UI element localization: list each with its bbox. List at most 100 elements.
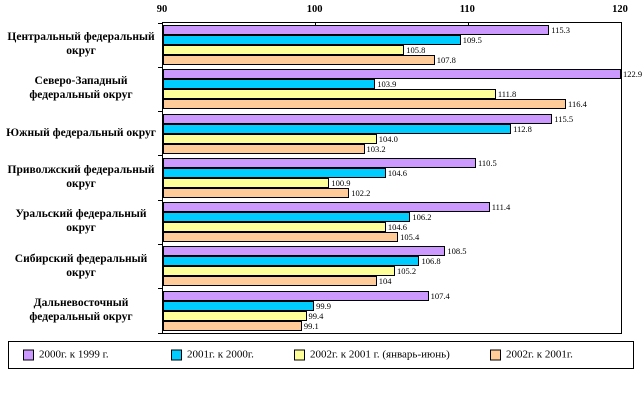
bar-value-label: 99.1 (303, 320, 319, 331)
bar-value-label: 104.6 (387, 167, 408, 178)
bar (163, 276, 377, 287)
category-tick-mark (158, 243, 163, 245)
bar-row: 111.4 (163, 202, 621, 213)
bar (163, 187, 350, 198)
bar-row: 106.8 (163, 256, 621, 267)
bar-value-label: 116.4 (568, 99, 587, 110)
bar (163, 232, 399, 243)
bar (163, 212, 411, 223)
bar (163, 133, 377, 144)
bar-row: 110.5 (163, 157, 621, 168)
bar-value-label: 109.5 (462, 35, 482, 45)
bar-row: 103.2 (163, 143, 621, 154)
bar-row: 104 (163, 276, 621, 287)
bar-row: 104.6 (163, 167, 621, 178)
x-axis: 90 100 110 120 (157, 3, 628, 19)
category-tick-mark (158, 288, 163, 290)
bar (163, 320, 302, 331)
bar (163, 89, 496, 100)
bar-value-label: 115.3 (551, 25, 571, 35)
bar (163, 55, 435, 65)
category-tick-mark (158, 332, 163, 334)
bar (163, 157, 476, 168)
bar-value-label: 111.8 (497, 89, 517, 100)
bar-value-label: 106.8 (421, 256, 441, 267)
bar (163, 290, 429, 301)
bar-row: 105.8 (163, 45, 621, 55)
bar (163, 123, 512, 134)
bar-group: 115.3 109.5 105.8 107.8 (163, 23, 621, 67)
bar-row: 100.9 (163, 177, 621, 188)
bar-row: 112.8 (163, 123, 621, 134)
bar-row: 109.5 (163, 35, 621, 45)
bar-value-label: 107.8 (436, 55, 456, 65)
bar-value-label: 122.9 (623, 69, 643, 80)
bar-value-label: 99.9 (316, 300, 331, 311)
bar-row: 105.4 (163, 232, 621, 243)
bar-value-label: 103.2 (366, 143, 386, 154)
bar (163, 69, 621, 80)
bar-row: 104.0 (163, 133, 621, 144)
bar (163, 167, 386, 178)
category-label: Приволжский федеральный округ (7, 164, 155, 190)
bar (163, 310, 307, 321)
x-axis-tick-label: 120 (612, 4, 628, 15)
bar-row: 99.9 (163, 300, 621, 311)
bar (163, 143, 365, 154)
bar-value-label: 104 (378, 276, 392, 287)
bar-value-label: 108.5 (447, 246, 467, 257)
bar-row: 107.4 (163, 290, 621, 301)
category-tick-mark (158, 66, 163, 68)
legend-swatch (294, 349, 305, 361)
plot-area: 115.3 109.5 105.8 107.8 122.9 103.9 111.8 116.4… (158, 22, 642, 334)
bar (163, 25, 550, 35)
bar-value-label: 111.4 (491, 202, 511, 213)
bar-row: 107.8 (163, 55, 621, 65)
bar-row: 122.9 (163, 69, 642, 80)
bar-group: 107.4 99.9 99.4 99.1 (163, 289, 621, 333)
category-label: Дальневосточный федеральный округ (29, 296, 133, 323)
category-label: Сибирский федеральный округ (14, 252, 148, 279)
category-label: Центральный федеральный округ (7, 31, 155, 58)
category-label: Северо-Западный федеральный округ (29, 75, 133, 102)
bar (163, 99, 567, 110)
bar-value-label: 105.8 (406, 45, 426, 55)
category-label: Уральский федеральный округ (15, 208, 147, 235)
legend-label: 2002г. к 2001 г. (январь-июнь) (310, 348, 450, 361)
bar-row: 106.2 (163, 212, 621, 223)
bar-group: 108.5 106.8 105.2 104 (163, 244, 621, 288)
x-axis-tick-label: 100 (306, 4, 323, 15)
bar-row: 111.8 (163, 89, 621, 100)
x-axis-tick-label: 90 (156, 4, 168, 15)
bar-value-label: 103.9 (377, 79, 397, 90)
x-axis-tick-label: 110 (459, 4, 475, 15)
bar (163, 256, 420, 267)
category-label: Южный федеральный округ (6, 126, 156, 139)
bar (163, 79, 376, 90)
legend-swatch (490, 349, 501, 361)
bar-row: 102.2 (163, 187, 621, 198)
category-tick-mark (158, 155, 163, 157)
bar-row: 99.4 (163, 310, 621, 321)
bar-row: 99.1 (163, 320, 621, 331)
legend-label: 2000г. к 1999 г. (39, 348, 109, 361)
bar-row: 103.9 (163, 79, 621, 90)
bar-row: 115.3 (163, 25, 621, 35)
bar-group: 110.5 104.6 100.9 102.2 (163, 156, 621, 200)
bar-value-label: 115.5 (554, 113, 574, 124)
category-tick-mark (158, 199, 163, 201)
bar-value-label: 112.8 (513, 123, 532, 134)
category-axis: Центральный федеральный округ Северо-Запа… (4, 22, 158, 332)
bar-value-label: 102.2 (351, 187, 371, 198)
bar (163, 35, 461, 45)
bar-row: 115.5 (163, 113, 621, 124)
bar-row: 108.5 (163, 246, 621, 257)
bar-value-label: 110.5 (477, 157, 497, 168)
bar-value-label: 106.2 (412, 212, 432, 223)
category-tick-mark (158, 22, 163, 24)
bar-row: 116.4 (163, 99, 621, 110)
bar (163, 266, 396, 277)
bar-group: 115.5 112.8 104.0 103.2 (163, 112, 621, 156)
legend-label: 2001г. к 2000г. (187, 348, 254, 361)
